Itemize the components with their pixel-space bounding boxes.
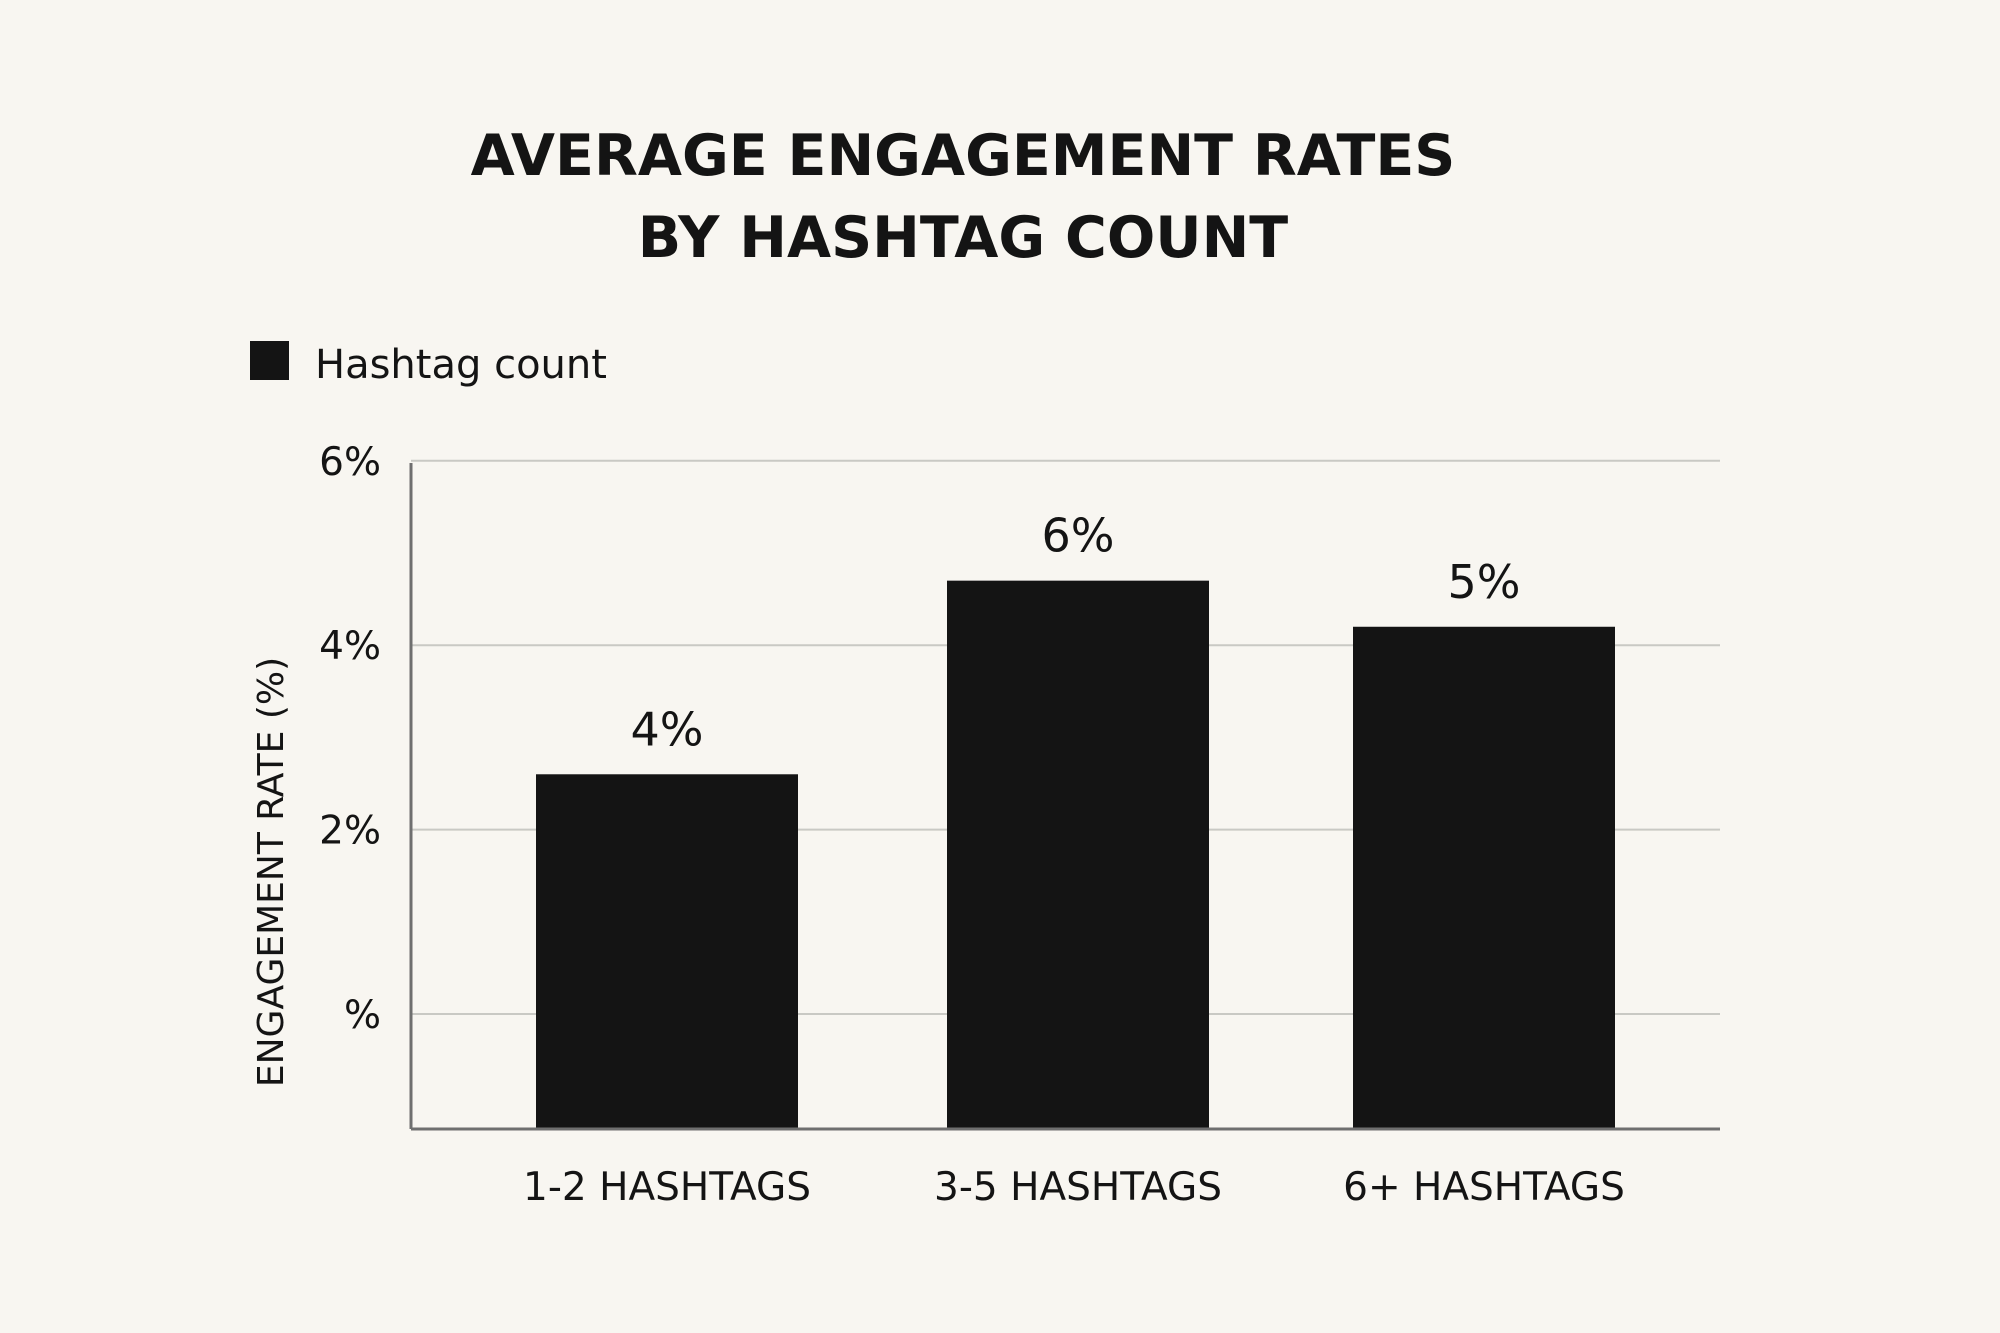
- x-tick-label: 1-2 HASHTAGS: [523, 1165, 811, 1210]
- data-label: 4%: [631, 702, 704, 756]
- y-tick-label: %: [344, 993, 381, 1038]
- y-tick-labels: % 2% 4% 6%: [319, 440, 381, 1038]
- chart-title-line-2: BY HASHTAG COUNT: [638, 205, 1288, 271]
- data-label: 5%: [1448, 555, 1521, 609]
- y-tick-label: 6%: [319, 440, 381, 485]
- x-tick-label: 3-5 HASHTAGS: [934, 1165, 1222, 1210]
- y-axis-title: ENGAGEMENT RATE (%): [251, 657, 292, 1087]
- y-tick-label: 2%: [319, 809, 381, 854]
- data-labels: 4% 6% 5%: [631, 509, 1521, 757]
- chart-title-line-1: AVERAGE ENGAGEMENT RATES: [471, 123, 1456, 189]
- legend-label: Hashtag count: [315, 342, 607, 388]
- bar: [947, 580, 1209, 1129]
- bars: [536, 580, 1615, 1129]
- data-label: 6%: [1042, 509, 1115, 563]
- bar: [1353, 626, 1615, 1129]
- x-tick-label: 6+ HASHTAGS: [1343, 1165, 1625, 1210]
- x-tick-labels: 1-2 HASHTAGS 3-5 HASHTAGS 6+ HASHTAGS: [523, 1165, 1625, 1210]
- legend-swatch: [250, 341, 289, 380]
- legend: Hashtag count: [250, 341, 607, 388]
- bar: [536, 774, 798, 1129]
- y-tick-label: 4%: [319, 624, 381, 669]
- chart-title: AVERAGE ENGAGEMENT RATES BY HASHTAG COUN…: [471, 123, 1456, 271]
